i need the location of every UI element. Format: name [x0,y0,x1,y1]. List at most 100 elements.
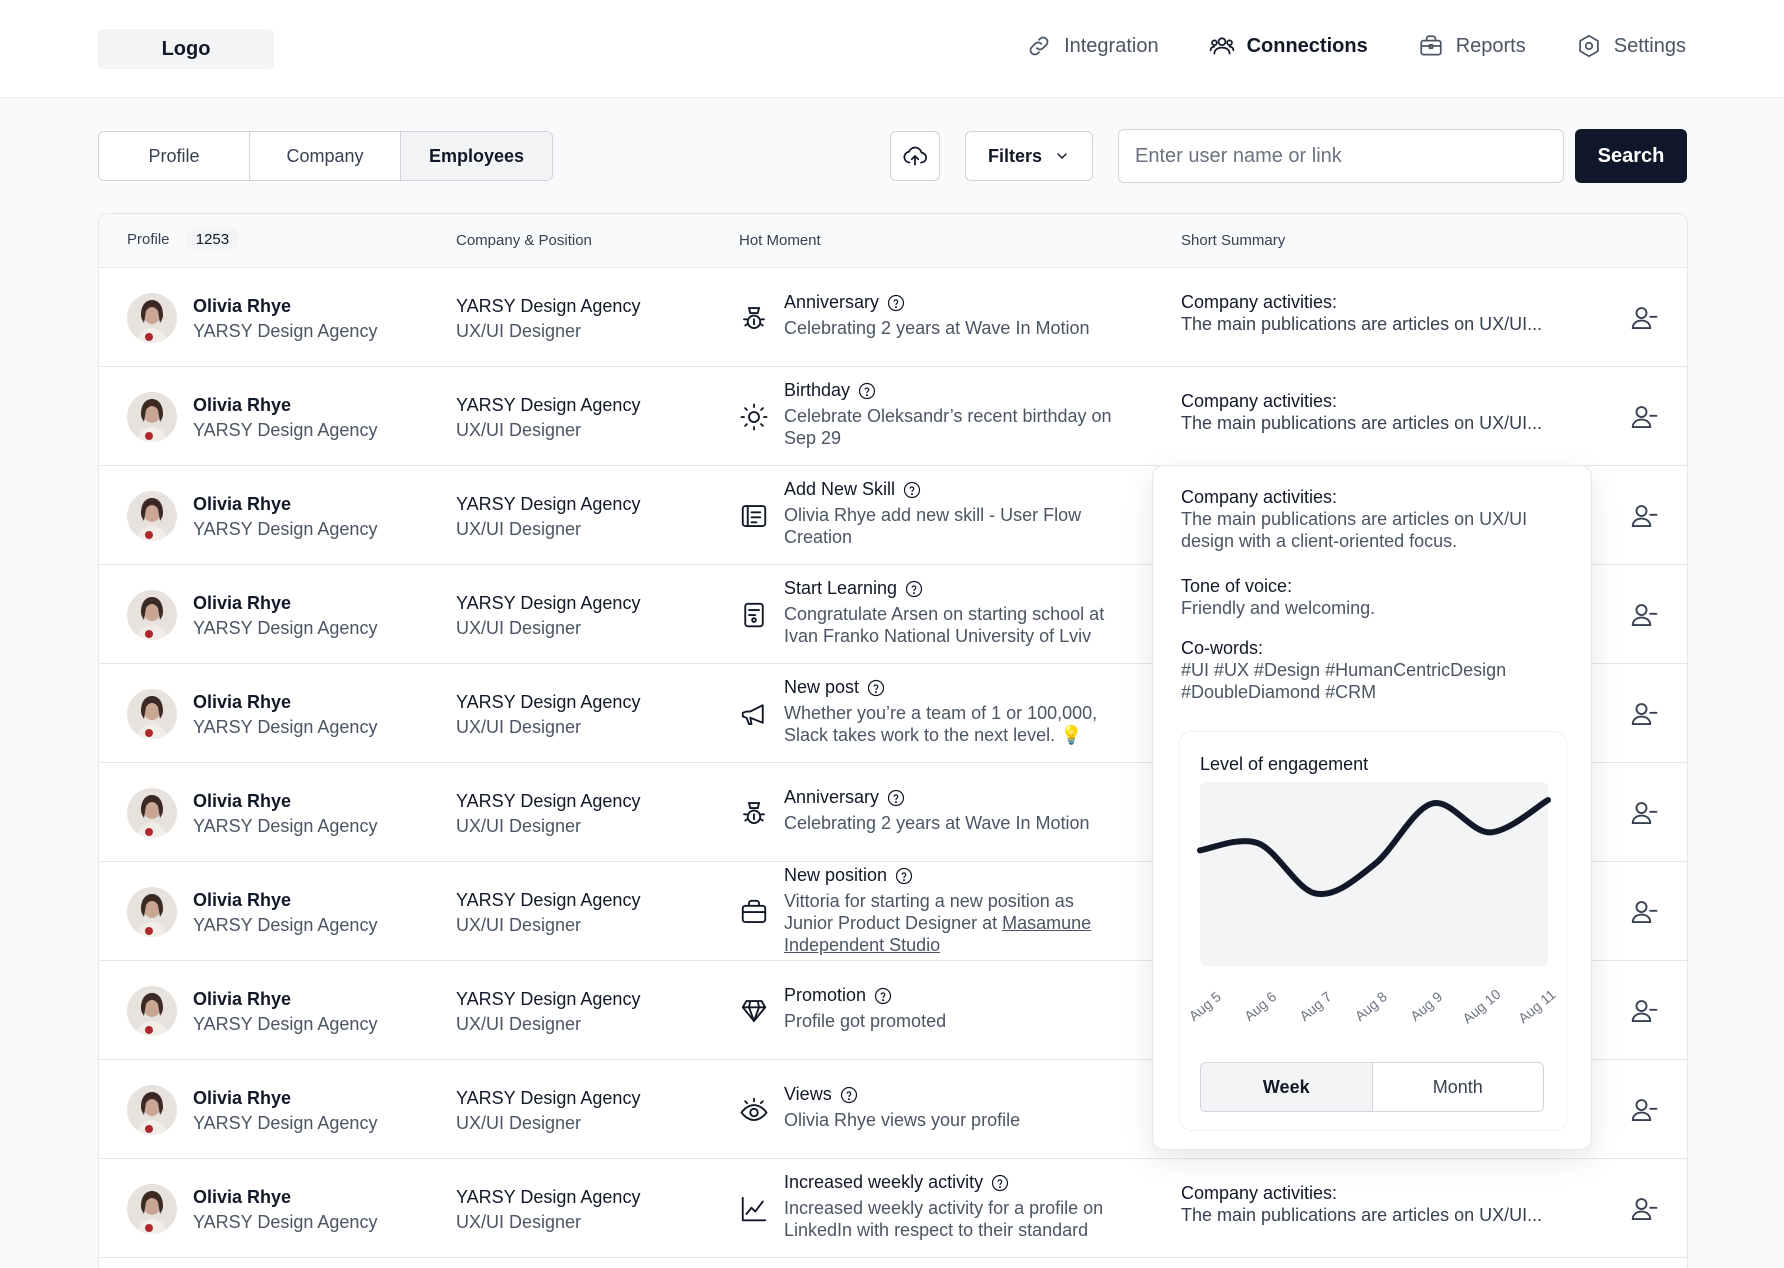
tab-company[interactable]: Company [250,132,401,180]
remove-user-icon[interactable] [1629,402,1659,432]
search-input[interactable] [1118,129,1564,183]
remove-user-icon[interactable] [1629,501,1659,531]
hot-moment-title: Anniversary [784,787,905,808]
hot-moment-desc-text: Celebrate Oleksandr’s recent birthday on… [784,406,1112,448]
upload-button[interactable] [890,131,940,181]
main-nav: Integration Connections Reports Settings [1026,33,1686,59]
popover-tone-title: Tone of voice: [1181,576,1293,596]
employee-name[interactable]: Olivia Rhye [193,1088,292,1108]
remove-user-icon[interactable] [1629,303,1659,333]
table-row[interactable]: Olivia Rhye YARSY Design Agency YARSY Desi… [99,268,1687,367]
help-icon[interactable] [905,580,923,598]
tab-employees[interactable]: Employees [401,132,552,180]
avatar[interactable] [127,689,177,739]
data-point[interactable] [1545,797,1551,803]
avatar[interactable] [127,1085,177,1135]
data-point[interactable] [1371,862,1377,868]
company-name: YARSY Design Agency [456,593,641,613]
help-icon[interactable] [840,1086,858,1104]
table-row[interactable]: Olivia Rhye YARSY Design Agency YARSY Desi… [99,1060,1687,1159]
column-header-summary[interactable]: Short Summary [1181,232,1286,249]
table-row[interactable]: Olivia Rhye YARSY Design Agency YARSY Desi… [99,466,1687,565]
column-header-profile[interactable]: Profile 1253 [127,228,240,251]
table-row[interactable]: Olivia Rhye YARSY Design Agency YARSY Desi… [99,664,1687,763]
hot-moment-desc-text: Celebrating 2 years at Wave In Motion [784,318,1090,338]
employee-name[interactable]: Olivia Rhye [193,593,292,613]
summary-description[interactable]: The main publications are articles on UX… [1181,314,1543,334]
logo[interactable]: Logo [98,29,274,69]
employee-name[interactable]: Olivia Rhye [193,890,292,910]
remove-user-icon[interactable] [1629,699,1659,729]
table-row[interactable]: Olivia Rhye YARSY Design Agency YARSY Desi… [99,862,1687,961]
employee-name[interactable]: Olivia Rhye [193,692,292,712]
employee-name[interactable]: Olivia Rhye [193,989,292,1009]
nav-connections[interactable]: Connections [1209,33,1368,59]
hot-moment-desc-text: Congratulate Arsen on starting school at… [784,604,1105,646]
table-row[interactable]: Olivia Rhye YARSY Design Agency YARSY Desi… [99,1159,1687,1258]
nav-integration[interactable]: Integration [1026,33,1159,59]
employee-name[interactable]: Olivia Rhye [193,1187,292,1207]
help-icon[interactable] [991,1174,1009,1192]
x-tick-label: Aug 5 [1186,988,1224,1024]
data-point[interactable] [1197,847,1203,853]
hot-moment-description: Olivia Rhye add new skill - User Flow Cr… [784,504,1124,548]
avatar[interactable] [127,1184,177,1234]
data-point[interactable] [1313,891,1319,897]
help-icon[interactable] [867,679,885,697]
table-row[interactable]: Olivia Rhye YARSY Design Agency YARSY Desi… [99,367,1687,466]
avatar[interactable] [127,986,177,1036]
sun-icon [739,402,769,432]
popover-activities-desc: The main publications are articles on UX… [1181,509,1528,551]
avatar[interactable] [127,392,177,442]
employee-name[interactable]: Olivia Rhye [193,395,292,415]
employee-name[interactable]: Olivia Rhye [193,296,292,316]
nav-reports[interactable]: Reports [1418,33,1526,59]
anniversary-icon [739,798,769,828]
employee-name[interactable]: Olivia Rhye [193,494,292,514]
table-row[interactable]: Olivia Rhye YARSY Design Agency YARSY Desi… [99,565,1687,664]
remove-user-icon[interactable] [1629,600,1659,630]
data-point[interactable] [1255,840,1261,846]
hot-moment-title: Increased weekly activity [784,1172,1009,1193]
table-row[interactable]: Olivia Rhye YARSY Design Agency YARSY Desi… [99,763,1687,862]
avatar[interactable] [127,590,177,640]
table-row[interactable]: Olivia Rhye YARSY Design Agency YARSY Desi… [99,961,1687,1060]
tab-profile[interactable]: Profile [99,132,250,180]
nav-settings[interactable]: Settings [1576,33,1686,59]
avatar[interactable] [127,887,177,937]
help-icon[interactable] [903,481,921,499]
engagement-title: Level of engagement [1200,754,1369,774]
data-point[interactable] [1429,801,1435,807]
data-point[interactable] [1487,829,1493,835]
filters-button[interactable]: Filters [965,131,1093,181]
company-name: YARSY Design Agency [456,791,641,811]
remove-user-icon[interactable] [1629,996,1659,1026]
avatar[interactable] [127,491,177,541]
remove-user-icon[interactable] [1629,1095,1659,1125]
hot-moment-label: Promotion [784,985,867,1005]
position-title: UX/UI Designer [456,321,582,341]
search-button[interactable]: Search [1575,129,1687,183]
remove-user-icon[interactable] [1629,897,1659,927]
hot-moment-description: Celebrating 2 years at Wave In Motion [784,812,1124,834]
column-header-hot-moment[interactable]: Hot Moment [739,232,821,249]
help-icon[interactable] [895,867,913,885]
company-link[interactable]: Masamune Independent Studio [784,913,1092,955]
help-icon[interactable] [887,294,905,312]
avatar[interactable] [127,293,177,343]
diamond-icon [739,996,769,1026]
avatar[interactable] [127,788,177,838]
company-name: YARSY Design Agency [456,692,641,712]
period-month[interactable]: Month [1432,1076,1483,1097]
column-header-company[interactable]: Company & Position [456,232,592,249]
help-icon[interactable] [874,987,892,1005]
help-icon[interactable] [887,789,905,807]
remove-user-icon[interactable] [1629,1194,1659,1224]
summary-description[interactable]: The main publications are articles on UX… [1181,1205,1543,1225]
summary-description[interactable]: The main publications are articles on UX… [1181,413,1543,433]
employee-name[interactable]: Olivia Rhye [193,791,292,811]
nav-label: Connections [1246,34,1368,57]
help-icon[interactable] [858,382,876,400]
remove-user-icon[interactable] [1629,798,1659,828]
period-week[interactable]: Week [1201,1063,1373,1111]
